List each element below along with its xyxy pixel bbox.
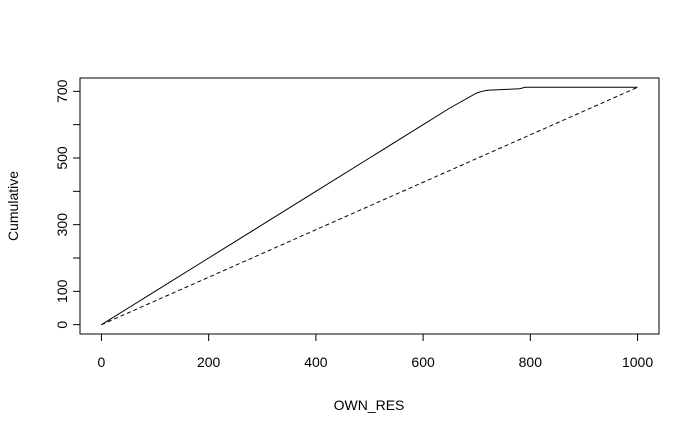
y-tick-label: 0 — [54, 321, 70, 329]
y-tick-label: 100 — [54, 279, 70, 303]
y-tick-label: 700 — [54, 79, 70, 103]
series-line-cumulative — [101, 86, 638, 326]
x-tick-label: 0 — [98, 354, 106, 370]
y-tick-label: 500 — [54, 146, 70, 170]
x-tick-label: 1000 — [622, 354, 653, 370]
x-axis: 0 200 400 600 800 1000 — [98, 333, 653, 370]
x-axis-label: OWN_RES — [334, 397, 405, 413]
x-tick-label: 200 — [197, 354, 221, 370]
x-tick-label: 400 — [304, 354, 328, 370]
y-tick-label: 300 — [54, 213, 70, 237]
series-line-reference — [101, 86, 638, 326]
series-layer — [101, 86, 638, 326]
y-axis: 0 100 300 500 700 — [54, 79, 81, 329]
x-tick-label: 600 — [411, 354, 435, 370]
x-tick-label: 800 — [519, 354, 543, 370]
y-axis-label: Cumulative — [5, 171, 21, 241]
